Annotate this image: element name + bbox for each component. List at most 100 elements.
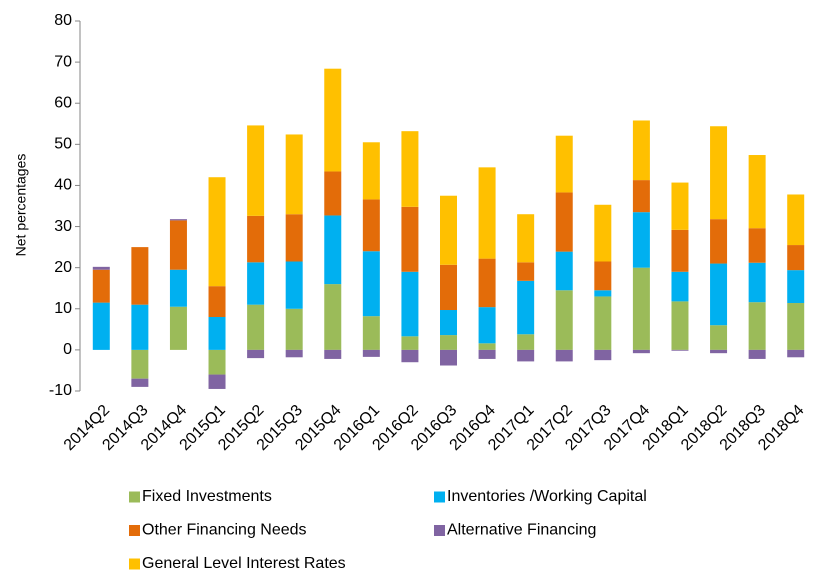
bar-segment [131, 304, 149, 350]
bar-segment [517, 334, 535, 350]
y-tick-label: -10 [49, 382, 72, 399]
legend-label: Other Financing Needs [142, 522, 307, 539]
y-tick-label: 10 [54, 300, 72, 317]
bar-segment [440, 264, 457, 311]
y-tick-label: 20 [54, 259, 72, 276]
bar-segment [632, 212, 650, 268]
bar-segment [285, 308, 303, 350]
y-tick-label: 60 [54, 94, 72, 111]
bar-segment [324, 284, 342, 350]
y-tick-label: 80 [54, 12, 72, 29]
bar-segment [671, 271, 689, 302]
bar-segment [247, 262, 265, 305]
bar-segment [555, 349, 573, 362]
bar-segment [594, 349, 612, 361]
bar-segment [131, 349, 149, 379]
bar-segment [478, 167, 496, 259]
legend-marker [129, 491, 140, 503]
bar-segment [324, 215, 342, 285]
bar-segment [632, 180, 650, 213]
bar-segment [710, 219, 728, 264]
y-tick-label: 70 [54, 53, 72, 70]
legend-marker [434, 525, 445, 536]
legend-label: Inventories /Working Capital [447, 488, 647, 505]
bar-segment [169, 306, 187, 350]
bar-segment [594, 290, 612, 297]
bar-segment [710, 126, 728, 220]
bar-segment [208, 286, 226, 317]
bar-segment [517, 349, 535, 362]
bar-segment [787, 303, 805, 350]
bar-segment [671, 301, 689, 350]
bar-segment [748, 349, 766, 359]
bar-segment [362, 316, 380, 350]
bar-segment [92, 266, 110, 270]
bar-segment [285, 214, 303, 262]
bar-segment [594, 296, 612, 350]
bar-segment [169, 220, 187, 270]
bar-segment [401, 206, 419, 272]
bar-segment [247, 349, 265, 359]
bar-segment [555, 251, 573, 291]
y-tick-label: 0 [63, 341, 72, 358]
bar-segment [362, 251, 380, 317]
bar-segment [440, 310, 457, 336]
bar-segment [285, 261, 303, 309]
bar-segment [710, 349, 728, 354]
bar-segment [247, 304, 265, 350]
y-tick-label: 50 [54, 136, 72, 153]
bar-segment [440, 349, 457, 366]
bar-segment [517, 262, 535, 281]
y-axis-label: Net percentages [13, 154, 29, 257]
bar-segment [208, 177, 226, 287]
bar-segment [671, 229, 689, 272]
bar-segment [478, 349, 496, 359]
bar-segment [748, 155, 766, 229]
bar-segment [362, 349, 380, 357]
bar-segment [440, 335, 457, 350]
bar-segment [632, 349, 650, 354]
bar-segment [324, 171, 342, 216]
bar-segment [671, 349, 689, 351]
bar-segment [594, 204, 612, 262]
legend-marker [129, 525, 140, 536]
bar-segment [478, 258, 496, 308]
bar-segment [324, 68, 342, 172]
bar-segment [710, 263, 728, 326]
legend-marker [434, 491, 445, 503]
bar-segment [247, 215, 265, 263]
bar-segment [787, 270, 805, 304]
bar-segment [748, 228, 766, 263]
legend-marker [129, 558, 140, 570]
y-tick-label: 30 [54, 218, 72, 235]
bar-segment [169, 269, 187, 307]
bar-segment [710, 325, 728, 350]
bar-segment [247, 125, 265, 216]
bar-segment [362, 142, 380, 200]
bar-segment [362, 199, 380, 252]
bar-segment [401, 336, 419, 350]
bar-segment [440, 195, 457, 265]
bar-segment [401, 131, 419, 207]
bar-segment [478, 307, 496, 344]
bar-segment [787, 349, 805, 358]
bar-segment [555, 192, 573, 252]
bar-segment [285, 134, 303, 215]
bar-segment [401, 349, 419, 363]
bar-segment [208, 374, 226, 389]
bar-segment [671, 182, 689, 230]
bar-segment [632, 120, 650, 181]
bar-segment [517, 214, 535, 263]
bar-segment [92, 269, 110, 303]
bar-segment [208, 349, 226, 375]
bar-segment [517, 280, 535, 335]
bar-segment [594, 261, 612, 291]
bar-segment [748, 302, 766, 350]
bar-segment [555, 135, 573, 193]
legend-label: General Level Interest Rates [142, 555, 346, 572]
bar-segment [787, 245, 805, 271]
bar-segment [787, 194, 805, 246]
bar-segment [208, 317, 226, 350]
y-tick-label: 40 [54, 177, 72, 194]
